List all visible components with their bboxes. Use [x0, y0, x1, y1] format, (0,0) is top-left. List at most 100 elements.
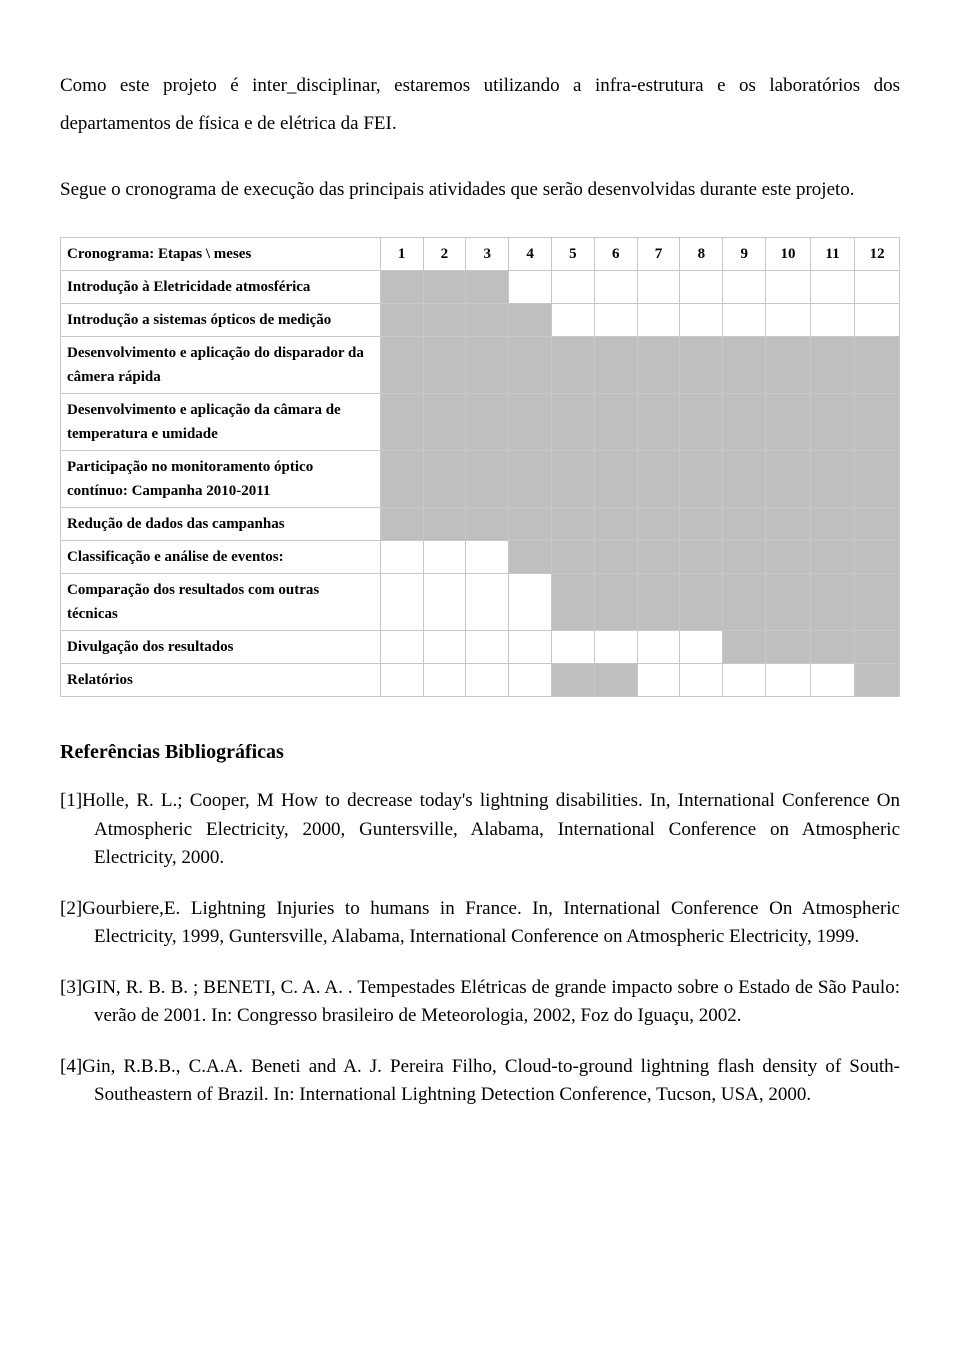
cronograma-cell: [551, 451, 594, 508]
cronograma-cell: [723, 574, 766, 631]
cronograma-cell: [551, 394, 594, 451]
cronograma-cell: [766, 574, 811, 631]
cronograma-cell: [594, 451, 637, 508]
cronograma-cell: [810, 271, 854, 304]
cronograma-cell: [380, 337, 423, 394]
cronograma-cell: [466, 451, 509, 508]
cronograma-month-3: 3: [466, 238, 509, 271]
cronograma-cell: [594, 664, 637, 697]
reference-item: [3]GIN, R. B. B. ; BENETI, C. A. A. . Te…: [60, 974, 900, 1031]
cronograma-cell: [594, 574, 637, 631]
intro-paragraph-2: Segue o cronograma de execução das princ…: [60, 171, 900, 209]
cronograma-cell: [509, 508, 552, 541]
table-row: Introdução à Eletricidade atmosférica: [61, 271, 900, 304]
cronograma-cell: [637, 451, 680, 508]
cronograma-cell: [723, 508, 766, 541]
cronograma-cell: [637, 631, 680, 664]
table-row: Classificação e análise de eventos:: [61, 541, 900, 574]
cronograma-month-7: 7: [637, 238, 680, 271]
cronograma-month-4: 4: [509, 238, 552, 271]
cronograma-cell: [551, 271, 594, 304]
cronograma-row-label: Desenvolvimento e aplicação da câmara de…: [61, 394, 381, 451]
reference-item: [2]Gourbiere,E. Lightning Injuries to hu…: [60, 895, 900, 952]
cronograma-cell: [855, 664, 900, 697]
intro-paragraph-1: Como este projeto é inter_disciplinar, e…: [60, 67, 900, 143]
cronograma-cell: [466, 304, 509, 337]
cronograma-cell: [766, 394, 811, 451]
cronograma-cell: [680, 508, 723, 541]
cronograma-cell: [723, 631, 766, 664]
table-row: Comparação dos resultados com outras téc…: [61, 574, 900, 631]
cronograma-cell: [766, 508, 811, 541]
cronograma-month-6: 6: [594, 238, 637, 271]
cronograma-cell: [466, 394, 509, 451]
cronograma-cell: [423, 631, 466, 664]
cronograma-cell: [423, 394, 466, 451]
reference-item: [4]Gin, R.B.B., C.A.A. Beneti and A. J. …: [60, 1053, 900, 1110]
cronograma-cell: [680, 271, 723, 304]
cronograma-cell: [637, 664, 680, 697]
cronograma-cell: [380, 271, 423, 304]
cronograma-cell: [723, 451, 766, 508]
cronograma-cell: [509, 394, 552, 451]
cronograma-cell: [766, 271, 811, 304]
cronograma-cell: [380, 394, 423, 451]
cronograma-cell: [551, 541, 594, 574]
cronograma-cell: [637, 508, 680, 541]
cronograma-cell: [380, 304, 423, 337]
cronograma-cell: [594, 508, 637, 541]
cronograma-cell: [810, 541, 854, 574]
cronograma-cell: [810, 574, 854, 631]
cronograma-cell: [637, 304, 680, 337]
reference-item: [1]Holle, R. L.; Cooper, M How to decrea…: [60, 787, 900, 873]
cronograma-cell: [680, 631, 723, 664]
cronograma-cell: [466, 541, 509, 574]
cronograma-cell: [551, 664, 594, 697]
cronograma-cell: [466, 271, 509, 304]
cronograma-cell: [723, 271, 766, 304]
cronograma-month-12: 12: [855, 238, 900, 271]
cronograma-cell: [680, 664, 723, 697]
cronograma-cell: [680, 337, 723, 394]
cronograma-cell: [680, 574, 723, 631]
cronograma-cell: [766, 664, 811, 697]
cronograma-cell: [855, 394, 900, 451]
cronograma-cell: [810, 304, 854, 337]
cronograma-cell: [466, 631, 509, 664]
cronograma-cell: [594, 304, 637, 337]
cronograma-cell: [380, 508, 423, 541]
cronograma-cell: [423, 337, 466, 394]
cronograma-cell: [509, 451, 552, 508]
cronograma-cell: [723, 541, 766, 574]
cronograma-month-11: 11: [810, 238, 854, 271]
cronograma-cell: [509, 304, 552, 337]
cronograma-cell: [723, 337, 766, 394]
cronograma-cell: [423, 304, 466, 337]
cronograma-cell: [855, 271, 900, 304]
cronograma-cell: [810, 664, 854, 697]
cronograma-cell: [855, 337, 900, 394]
cronograma-cell: [810, 337, 854, 394]
cronograma-cell: [466, 574, 509, 631]
cronograma-cell: [855, 451, 900, 508]
cronograma-cell: [855, 541, 900, 574]
cronograma-row-label: Classificação e análise de eventos:: [61, 541, 381, 574]
cronograma-cell: [810, 394, 854, 451]
cronograma-cell: [766, 304, 811, 337]
cronograma-cell: [637, 574, 680, 631]
table-row: Relatórios: [61, 664, 900, 697]
cronograma-row-label: Introdução a sistemas ópticos de medição: [61, 304, 381, 337]
cronograma-cell: [766, 337, 811, 394]
cronograma-month-2: 2: [423, 238, 466, 271]
cronograma-cell: [380, 664, 423, 697]
cronograma-cell: [551, 574, 594, 631]
cronograma-cell: [637, 394, 680, 451]
cronograma-row-label: Redução de dados das campanhas: [61, 508, 381, 541]
cronograma-cell: [423, 664, 466, 697]
references-list: [1]Holle, R. L.; Cooper, M How to decrea…: [60, 787, 900, 1110]
cronograma-cell: [637, 541, 680, 574]
cronograma-month-5: 5: [551, 238, 594, 271]
cronograma-cell: [766, 541, 811, 574]
cronograma-month-9: 9: [723, 238, 766, 271]
cronograma-cell: [423, 574, 466, 631]
